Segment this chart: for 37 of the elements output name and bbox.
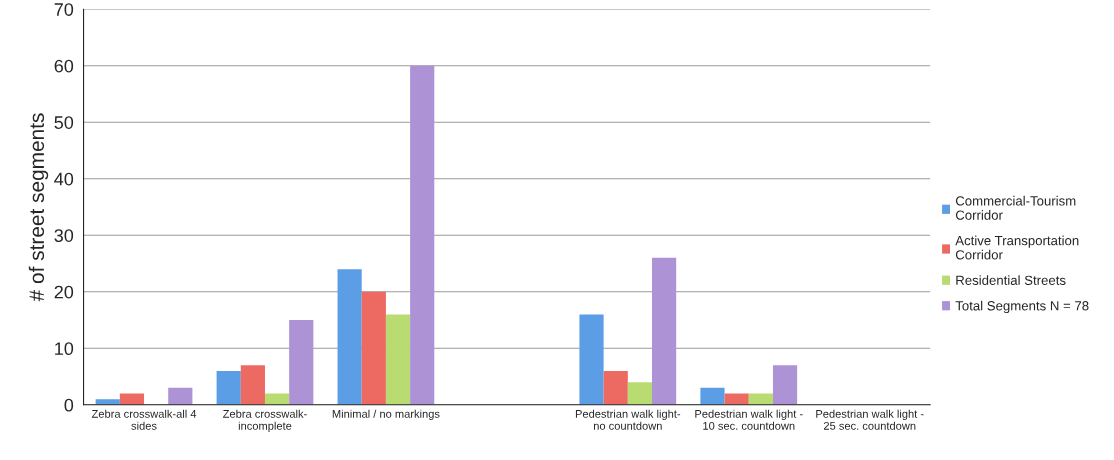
legend-label: Active Transportation Corridor <box>955 235 1079 260</box>
y-tick-label: 30 <box>54 229 74 242</box>
y-tick-label: 70 <box>54 3 74 16</box>
bar <box>361 291 386 405</box>
bar <box>410 65 435 405</box>
x-tick-label: Pedestrian walk light - 10 sec. countdown <box>695 409 803 430</box>
bar <box>216 370 241 405</box>
bar <box>119 393 145 405</box>
bar <box>748 393 773 405</box>
legend-label: Commercial-Tourism Corridor <box>955 195 1076 220</box>
x-tick-label: Pedestrian walk light - 25 sec. countdown <box>816 409 924 430</box>
y-axis-title: # of street segments <box>28 113 49 302</box>
bar <box>700 387 725 405</box>
y-tick-label: 20 <box>54 285 74 299</box>
bar <box>385 314 411 405</box>
y-tick-label: 50 <box>54 116 74 129</box>
x-tick-label: Minimal / no markings <box>332 409 440 421</box>
bar <box>603 370 628 405</box>
y-tick-label: 10 <box>55 342 74 356</box>
bar <box>772 365 798 405</box>
y-tick-label: 0 <box>64 398 74 412</box>
bar <box>724 393 749 405</box>
x-tick-label: Zebra crosswalk-all 4 sides <box>91 409 197 430</box>
bar <box>627 382 653 405</box>
x-tick-label: Zebra crosswalk- incomplete <box>223 409 307 432</box>
bar <box>240 365 265 405</box>
bar <box>579 314 604 405</box>
bar <box>168 387 193 405</box>
legend-label: Residential Streets <box>956 275 1066 285</box>
y-tick-label: 40 <box>54 172 74 186</box>
legend-label: Total Segments N = 78 <box>955 300 1089 314</box>
bar <box>652 257 677 405</box>
bar <box>264 393 290 405</box>
y-tick-label: 60 <box>54 59 74 73</box>
bar <box>289 320 314 405</box>
bar <box>337 269 362 405</box>
x-tick-label: Pedestrian walk light- no countdown <box>575 409 681 430</box>
